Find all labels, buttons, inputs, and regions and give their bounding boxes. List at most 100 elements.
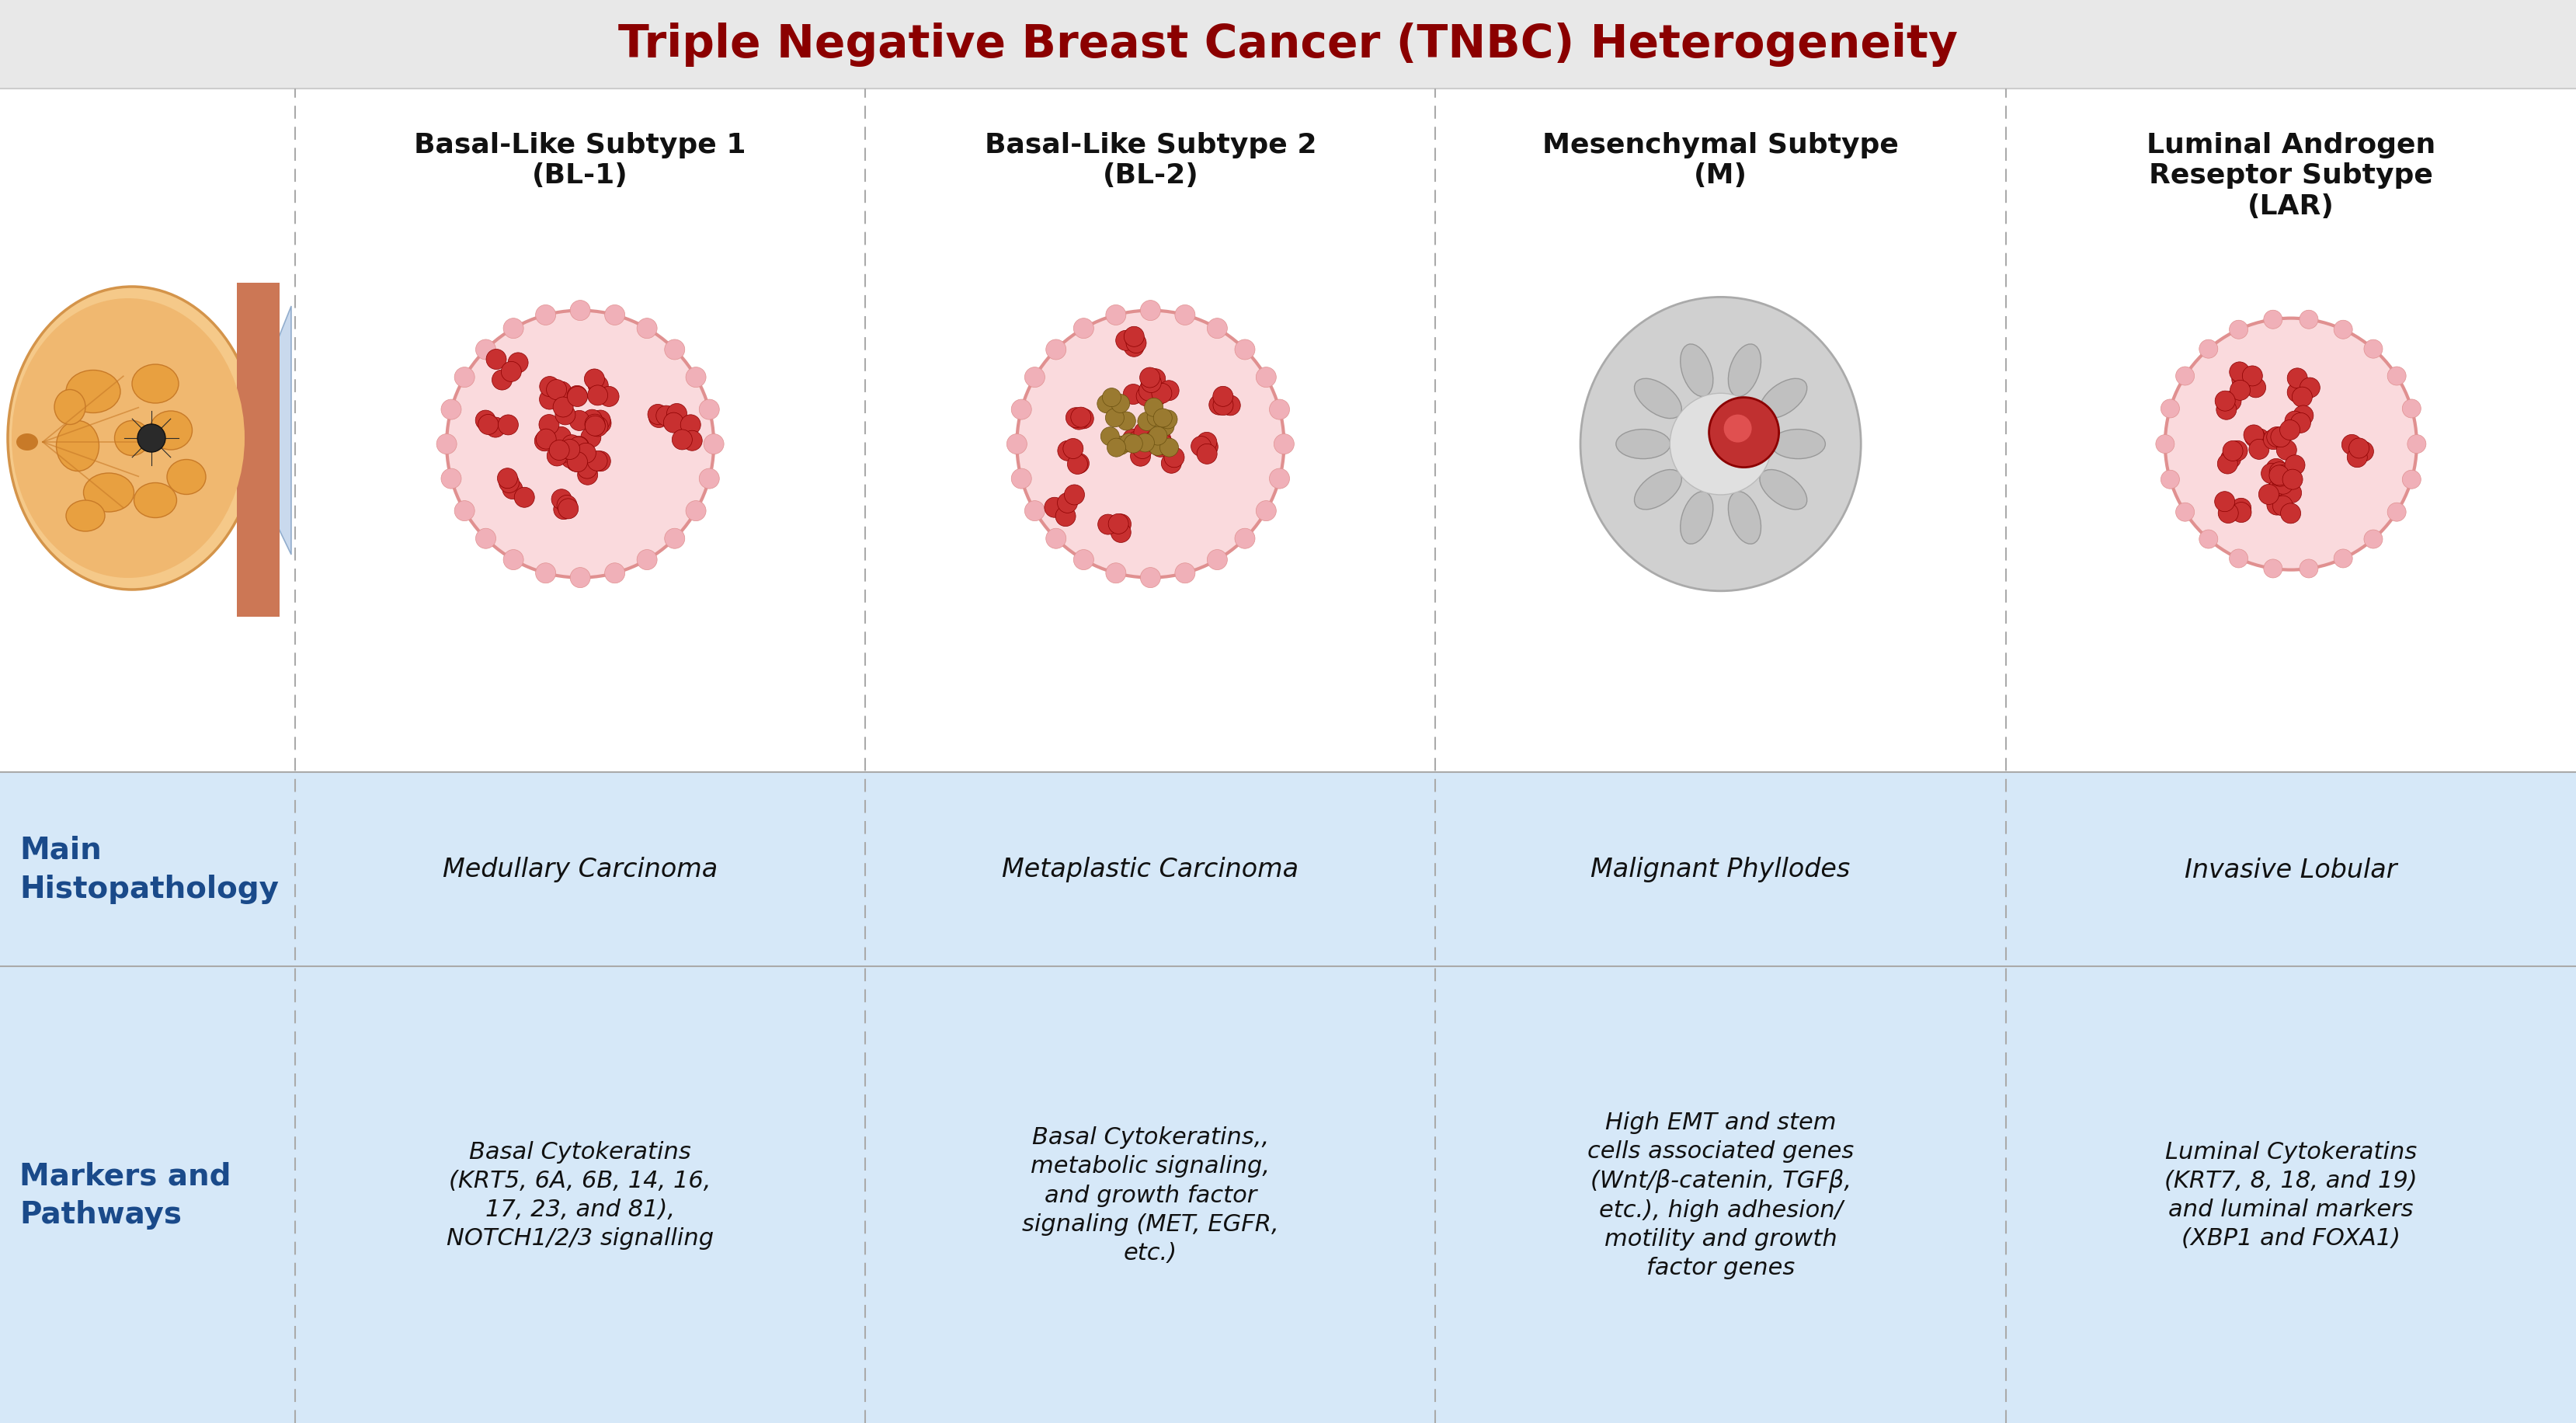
Circle shape: [2267, 495, 2287, 515]
Circle shape: [1275, 434, 1293, 454]
Circle shape: [1190, 437, 1211, 457]
Circle shape: [665, 340, 685, 360]
Circle shape: [598, 387, 618, 407]
Circle shape: [2218, 454, 2239, 474]
Circle shape: [2285, 455, 2306, 475]
Circle shape: [569, 300, 590, 322]
Circle shape: [1064, 440, 1084, 460]
Circle shape: [2300, 379, 2321, 398]
Circle shape: [546, 380, 567, 400]
Circle shape: [582, 410, 603, 430]
Circle shape: [2334, 320, 2352, 340]
Circle shape: [1105, 306, 1126, 326]
Circle shape: [577, 458, 598, 480]
Circle shape: [507, 353, 528, 373]
Circle shape: [1012, 470, 1030, 490]
Circle shape: [2264, 430, 2282, 450]
Ellipse shape: [1633, 379, 1682, 418]
Circle shape: [2267, 427, 2287, 448]
Circle shape: [567, 453, 587, 472]
Circle shape: [502, 319, 523, 339]
Circle shape: [2244, 425, 2264, 445]
Circle shape: [567, 453, 585, 472]
Circle shape: [549, 441, 569, 461]
Circle shape: [1154, 435, 1175, 455]
Circle shape: [2365, 340, 2383, 359]
Text: Basal-Like Subtype 2
(BL-2): Basal-Like Subtype 2 (BL-2): [984, 132, 1316, 189]
Text: Basal Cytokeratins,,
metabolic signaling,
and growth factor
signaling (MET, EGFR: Basal Cytokeratins,, metabolic signaling…: [1023, 1126, 1278, 1264]
Circle shape: [502, 361, 520, 383]
Circle shape: [2200, 531, 2218, 549]
Circle shape: [2388, 367, 2406, 386]
Circle shape: [1270, 470, 1291, 490]
Circle shape: [1159, 411, 1177, 430]
Circle shape: [1151, 437, 1170, 458]
Circle shape: [1072, 407, 1092, 428]
Circle shape: [497, 468, 518, 490]
Circle shape: [1126, 434, 1146, 454]
Circle shape: [569, 437, 590, 457]
Ellipse shape: [1633, 470, 1682, 509]
Polygon shape: [237, 306, 291, 555]
Circle shape: [1133, 440, 1151, 460]
Circle shape: [1175, 306, 1195, 326]
Text: Metaplastic Carcinoma: Metaplastic Carcinoma: [1002, 857, 1298, 882]
Circle shape: [636, 551, 657, 571]
Circle shape: [587, 417, 608, 437]
Circle shape: [1708, 398, 1780, 468]
Circle shape: [1056, 507, 1077, 527]
Circle shape: [1154, 408, 1172, 428]
Circle shape: [2241, 366, 2262, 387]
Circle shape: [440, 470, 461, 490]
Circle shape: [2249, 440, 2269, 460]
Circle shape: [1043, 498, 1064, 518]
Circle shape: [2282, 484, 2300, 504]
Circle shape: [2215, 400, 2236, 420]
Text: Mesenchymal Subtype
(M): Mesenchymal Subtype (M): [1543, 132, 1899, 189]
Circle shape: [500, 472, 520, 494]
Circle shape: [665, 529, 685, 549]
Circle shape: [2293, 387, 2313, 407]
Circle shape: [2244, 427, 2264, 448]
Circle shape: [2267, 468, 2287, 490]
Circle shape: [559, 499, 580, 519]
Circle shape: [2231, 502, 2251, 522]
Circle shape: [2177, 504, 2195, 522]
Circle shape: [577, 465, 598, 485]
Circle shape: [2231, 498, 2251, 519]
Circle shape: [1056, 494, 1077, 514]
Circle shape: [1074, 408, 1095, 430]
Circle shape: [1159, 438, 1180, 457]
Circle shape: [1208, 396, 1229, 416]
Circle shape: [2300, 310, 2318, 329]
Ellipse shape: [1680, 492, 1713, 545]
Circle shape: [2269, 465, 2290, 485]
Circle shape: [536, 564, 556, 583]
Ellipse shape: [67, 501, 106, 532]
Circle shape: [1151, 384, 1172, 404]
Circle shape: [1136, 387, 1157, 407]
Circle shape: [2228, 549, 2249, 568]
Circle shape: [479, 416, 497, 435]
Circle shape: [2403, 471, 2421, 490]
Ellipse shape: [57, 421, 98, 471]
Text: Basal-Like Subtype 1
(BL-1): Basal-Like Subtype 1 (BL-1): [415, 132, 747, 189]
Circle shape: [2264, 559, 2282, 578]
Circle shape: [2334, 549, 2352, 568]
Circle shape: [1162, 454, 1182, 474]
Circle shape: [667, 404, 688, 424]
Ellipse shape: [82, 474, 134, 512]
Circle shape: [1234, 340, 1255, 360]
Circle shape: [538, 390, 559, 410]
Circle shape: [649, 408, 670, 428]
Circle shape: [2246, 379, 2267, 398]
Ellipse shape: [54, 390, 85, 425]
Circle shape: [1123, 384, 1144, 406]
Circle shape: [1146, 387, 1167, 407]
Circle shape: [2269, 467, 2290, 487]
Circle shape: [1110, 522, 1131, 544]
Circle shape: [1175, 564, 1195, 583]
Circle shape: [587, 386, 608, 406]
Polygon shape: [237, 283, 281, 618]
Ellipse shape: [149, 411, 193, 450]
